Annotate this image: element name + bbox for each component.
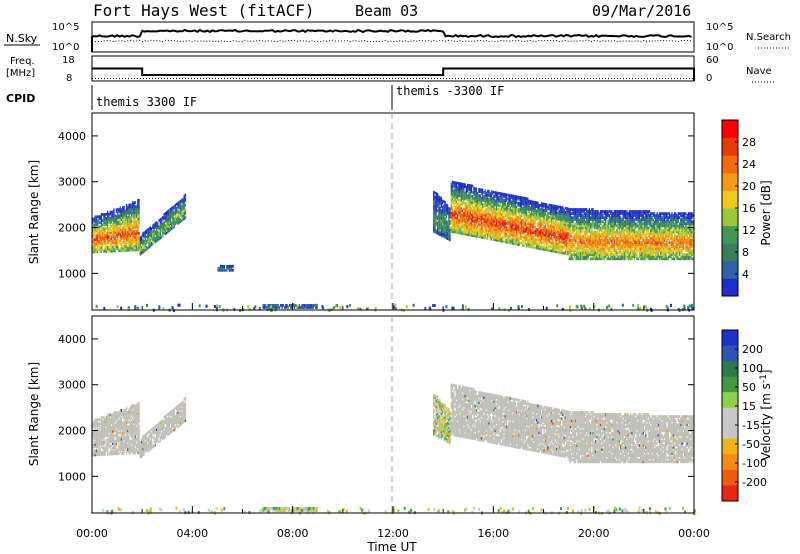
xtick-label-4: 16:00 (477, 527, 509, 540)
near-range-speckle (102, 506, 696, 515)
ytick-label-3: 4000 (58, 333, 86, 346)
power-ylabel: Slant Range [km] (27, 160, 41, 264)
xtick-label-2: 08:00 (277, 527, 309, 540)
velocity-colorbar: 200 100 50 15 -15 -50 -100 -200 (721, 329, 767, 502)
velocity-colorbar-tick-label-3: 15 (742, 400, 756, 413)
scatter-region-1 (139, 396, 187, 459)
nsearch-label: N.Search (746, 32, 791, 43)
nsearch-tick-top: 10^5 (706, 22, 733, 33)
velocity-colorbar-tick-label-0: 200 (742, 343, 763, 356)
xtick-label-0: 00:00 (76, 527, 108, 540)
nsearch-series (91, 39, 692, 43)
freq-tick-bottom: 8 (66, 73, 72, 84)
velocity-colorbar-swatch-3 (722, 376, 738, 393)
velocity-colorbar-swatch-9 (722, 469, 738, 486)
power-colorbar: 4 8 12 16 20 24 28 (721, 119, 756, 297)
velocity-colorbar-swatch-6 (722, 423, 738, 440)
power-heatmap (92, 180, 694, 313)
power-colorbar-tick-label-1: 8 (742, 246, 749, 259)
xtick-label-5: 20:00 (578, 527, 610, 540)
freq-label-line1: Freq. (10, 56, 35, 67)
power-colorbar-swatch-8 (722, 137, 738, 156)
scatter-region-1 (139, 193, 187, 256)
power-colorbar-tick-label-2: 12 (742, 224, 756, 237)
scatter-region-2 (262, 507, 318, 512)
velocity-colorbar-swatch-8 (722, 454, 738, 471)
ytick-label-2: 3000 (58, 379, 86, 392)
nsearch-tick-bottom: 10^0 (706, 42, 733, 53)
power-colorbar-tick-label-6: 28 (742, 136, 756, 149)
power-colorbar-swatch-2 (722, 243, 738, 262)
ytick-label-1: 2000 (58, 222, 86, 235)
velocity-colorbar-tick-label-1: 100 (742, 362, 763, 375)
near-range-speckle (95, 303, 694, 313)
power-colorbar-label: Power [dB] (759, 180, 773, 245)
power-colorbar-swatch-7 (722, 155, 738, 174)
freq-label-line2: [MHz] (6, 68, 35, 79)
power-colorbar-swatch-4 (722, 208, 738, 227)
scatter-region-4 (433, 190, 451, 242)
nsky-label: N.Sky (6, 32, 38, 45)
power-colorbar-tick-label-3: 16 (742, 202, 756, 215)
velocity-colorbar-tick-label-2: 50 (742, 381, 756, 394)
power-colorbar-tick-label-0: 4 (742, 268, 749, 281)
velocity-colorbar-frame (721, 329, 739, 502)
xtick-label-1: 04:00 (176, 527, 208, 540)
nsky-tick-top: 10^5 (52, 22, 79, 33)
velocity-colorbar-swatch-10 (722, 485, 738, 502)
ytick-label-1: 2000 (58, 425, 86, 438)
cpid-program-0: themis 3300 IF (96, 95, 197, 109)
freq-tick-top: 18 (62, 55, 75, 66)
velocity-colorbar-label: Velocity [m s-1] (759, 370, 773, 461)
velocity-colorbar-tick-label-5: -50 (742, 438, 760, 451)
scatter-region-2 (217, 264, 234, 272)
velocity-colorbar-swatch-4 (722, 392, 738, 409)
nsky-panel (91, 21, 695, 53)
ytick-label-0: 1000 (58, 470, 86, 483)
scatter-region-5 (568, 411, 694, 464)
xtick-label-6: 00:00 (678, 527, 710, 540)
ytick-label-3: 4000 (58, 130, 86, 143)
nave-tick-top: 60 (706, 55, 719, 66)
power-colorbar-tick-label-5: 24 (742, 158, 756, 171)
scatter-region-0 (92, 402, 140, 457)
velocity-colorbar-tick-label-6: -100 (742, 457, 767, 470)
velocity-ylabel: Slant Range [km] (27, 362, 41, 466)
scatter-region-0 (92, 199, 140, 254)
beam-title: Beam 03 (355, 2, 418, 20)
velocity-colorbar-swatch-1 (722, 345, 738, 362)
date-title: 09/Mar/2016 (592, 2, 691, 20)
nave-label: Nave (746, 66, 772, 77)
cpid-label: CPID (6, 92, 35, 105)
power-colorbar-swatch-3 (722, 225, 738, 244)
scatter-region-5 (450, 180, 569, 256)
scatter-region-4 (450, 383, 569, 459)
velocity-colorbar-swatch-7 (722, 438, 738, 455)
power-colorbar-swatch-6 (722, 172, 738, 191)
scatter-region-3 (433, 393, 451, 445)
velocity-colorbar-swatch-5 (722, 407, 738, 424)
nave-tick-bottom: 0 (706, 73, 712, 84)
station-title: Fort Hays West (fitACF) (93, 1, 315, 20)
nsky-tick-bottom: 10^0 (52, 42, 79, 53)
nsky-series (91, 28, 692, 52)
ytick-label-0: 1000 (58, 267, 86, 280)
velocity-heatmap (92, 383, 696, 515)
power-colorbar-swatch-5 (722, 190, 738, 209)
freq-series (92, 67, 695, 81)
power-colorbar-swatch-0 (722, 278, 738, 297)
power-colorbar-tick-label-4: 20 (742, 180, 756, 193)
velocity-colorbar-tick-label-4: -15 (742, 419, 760, 432)
velocity-colorbar-swatch-0 (722, 330, 738, 347)
cpid-program-1: themis -3300 IF (396, 84, 504, 98)
velocity-colorbar-swatch-2 (722, 361, 738, 378)
velocity-xlabel: Time UT (366, 540, 417, 554)
velocity-colorbar-tick-label-7: -200 (742, 476, 767, 489)
scatter-region-6 (568, 208, 694, 261)
ytick-label-2: 3000 (58, 176, 86, 189)
power-colorbar-swatch-1 (722, 260, 738, 279)
xtick-label-3: 12:00 (377, 527, 409, 540)
power-colorbar-swatch-9 (722, 120, 738, 139)
